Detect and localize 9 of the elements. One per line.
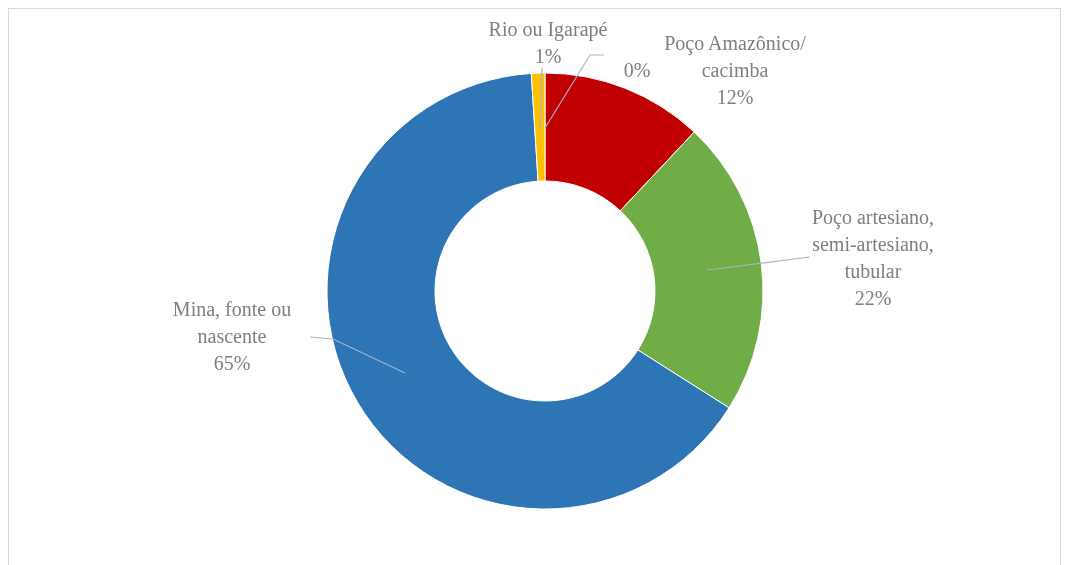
data-label: 1% <box>534 45 562 67</box>
slice-label: Poço artesiano, semi-artesiano, tubular <box>811 206 935 282</box>
data-label: 65% <box>213 352 251 374</box>
text: 0% <box>623 59 651 81</box>
slice-label: Poço Amazônico/ cacimba <box>664 32 807 81</box>
slice-label: Mina, fonte ou nascente <box>172 298 292 347</box>
data-label: 12% <box>716 86 754 108</box>
data-label: 22% <box>854 287 892 309</box>
slice-label: Rio ou Igarapé <box>488 18 608 41</box>
